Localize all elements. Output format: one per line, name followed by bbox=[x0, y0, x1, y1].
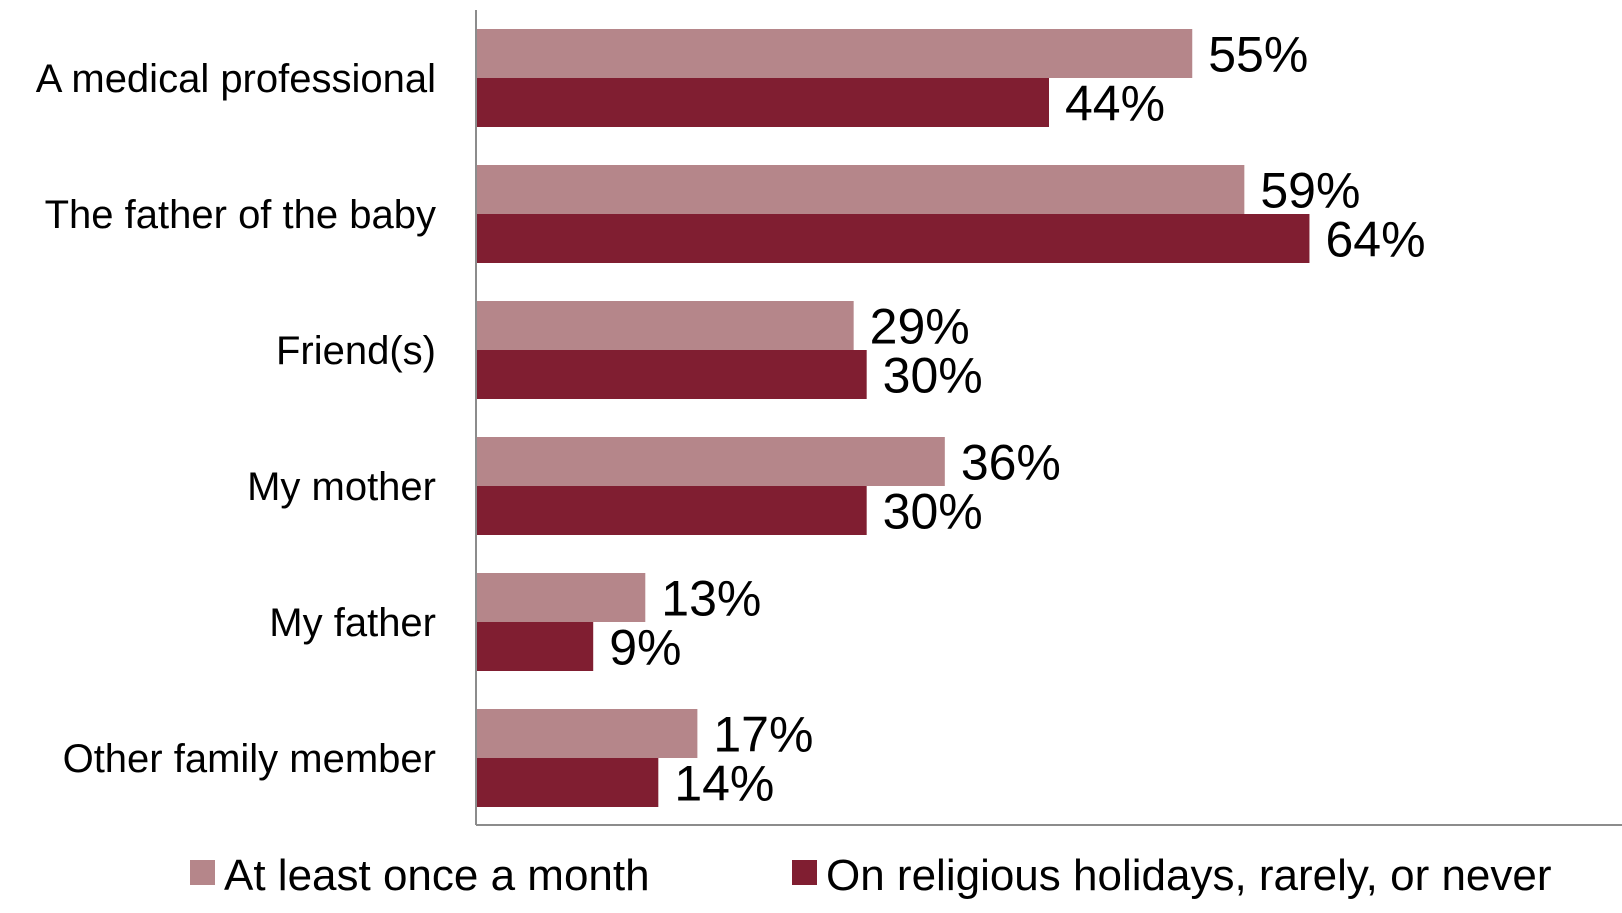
bar-series-2 bbox=[476, 214, 1310, 263]
data-label: 14% bbox=[674, 756, 774, 812]
category-labels: A medical professional The father of the … bbox=[36, 57, 436, 781]
data-label: 29% bbox=[870, 299, 970, 355]
data-label: 9% bbox=[609, 620, 681, 676]
data-label: 30% bbox=[883, 484, 983, 540]
category-label: My mother bbox=[247, 465, 436, 509]
category-label: A medical professional bbox=[36, 57, 436, 101]
bar-series-1 bbox=[476, 437, 945, 486]
value-labels: 55%44%59%64%29%30%36%30%13%9%17%14% bbox=[609, 27, 1425, 812]
bar-series-1 bbox=[476, 29, 1193, 78]
legend-label: On religious holidays, rarely, or never bbox=[826, 851, 1552, 900]
legend-swatch bbox=[190, 860, 215, 885]
bars-layer bbox=[476, 29, 1310, 807]
category-label: The father of the baby bbox=[45, 193, 436, 237]
bar-series-2 bbox=[476, 758, 659, 807]
bar-series-2 bbox=[476, 78, 1049, 127]
legend-swatch bbox=[792, 860, 817, 885]
data-label: 13% bbox=[661, 571, 761, 627]
bar-series-2 bbox=[476, 622, 594, 671]
legend-label: At least once a month bbox=[224, 851, 650, 900]
category-label: Friend(s) bbox=[276, 329, 436, 373]
bar-series-1 bbox=[476, 709, 698, 758]
data-label: 30% bbox=[883, 348, 983, 404]
data-label: 36% bbox=[961, 435, 1061, 491]
bar-series-1 bbox=[476, 165, 1245, 214]
legend: At least once a month On religious holida… bbox=[190, 851, 1552, 900]
data-label: 44% bbox=[1065, 76, 1165, 132]
data-label: 64% bbox=[1325, 212, 1425, 268]
bar-series-2 bbox=[476, 350, 867, 399]
data-label: 55% bbox=[1208, 27, 1308, 83]
bar-series-2 bbox=[476, 486, 867, 535]
bar-series-1 bbox=[476, 573, 646, 622]
data-label: 59% bbox=[1260, 163, 1360, 219]
bar-series-1 bbox=[476, 301, 854, 350]
category-label: My father bbox=[269, 601, 436, 645]
data-label: 17% bbox=[713, 707, 813, 763]
category-label: Other family member bbox=[63, 737, 436, 781]
